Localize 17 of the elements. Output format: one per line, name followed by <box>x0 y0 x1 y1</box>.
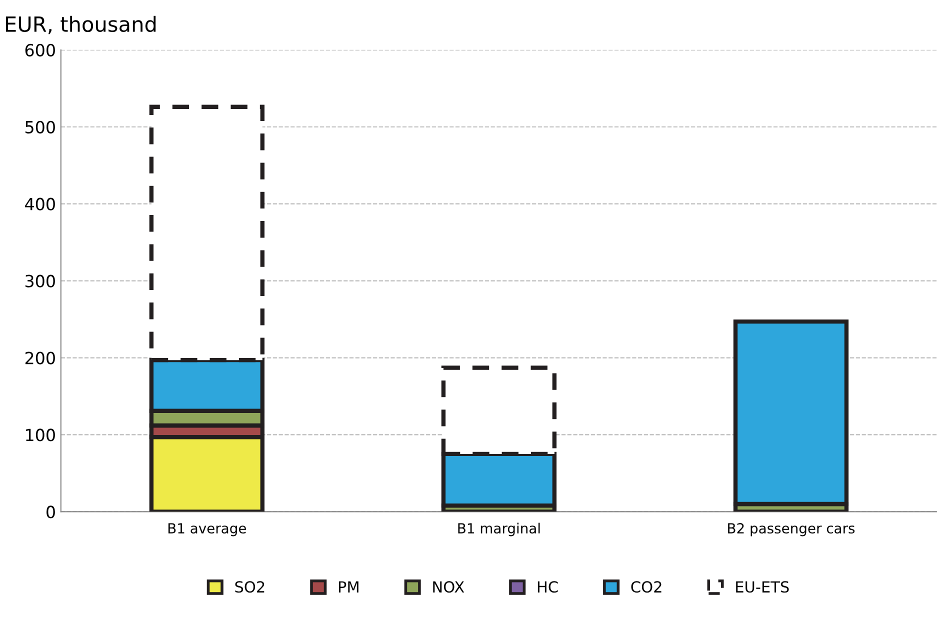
legend-label: SO2 <box>235 581 264 593</box>
y-tick-label: 200 <box>25 352 55 364</box>
y-tick-label: 500 <box>26 120 55 134</box>
y-tick-label: 100 <box>26 428 55 442</box>
legend-label: PM <box>338 581 358 592</box>
x-tick-label: B2 passenger cars <box>728 523 855 536</box>
legend-label: NOX <box>433 581 464 593</box>
y-tick-label: 300 <box>26 274 55 288</box>
y-tick-label: 600 <box>25 44 55 56</box>
legend-label: EU-ETS <box>736 581 789 593</box>
x-tick-label: B1 average <box>168 523 246 536</box>
y-axis-title: EUR, thousand <box>6 16 156 34</box>
legend-label: CO2 <box>631 581 662 593</box>
legend-label: HC <box>538 581 558 593</box>
y-tick-label: 400 <box>25 198 55 210</box>
y-tick-label: 0 <box>46 506 55 518</box>
x-tick-label: B1 marginal <box>458 522 540 536</box>
